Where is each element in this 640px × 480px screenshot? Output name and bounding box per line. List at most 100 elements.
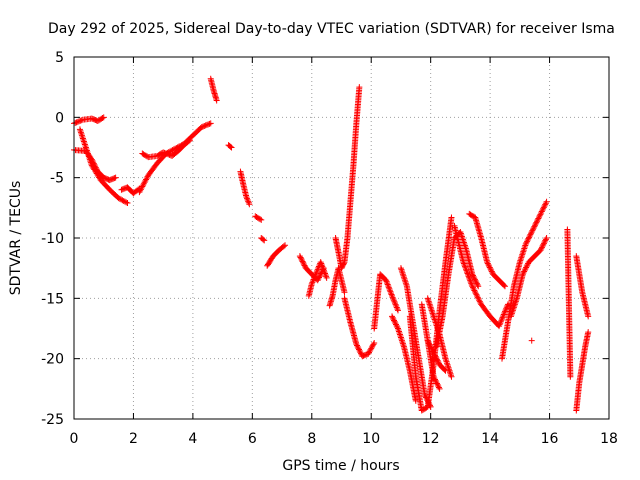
data-point-marker: [384, 281, 391, 288]
data-point-marker: [312, 272, 319, 279]
data-point-marker: [228, 144, 235, 151]
data-point-marker: [366, 348, 373, 355]
data-point-marker: [436, 385, 443, 392]
x-tick-labels: 0 2 4 6 8 10 12 14 16 18: [70, 431, 618, 447]
data-point-marker: [387, 288, 394, 295]
data-point-marker: [497, 320, 504, 327]
data-point-marker: [461, 261, 468, 268]
data-point-marker: [521, 267, 528, 274]
data-point-marker: [538, 208, 545, 215]
data-point-marker: [309, 279, 316, 286]
data-point-marker: [542, 200, 549, 207]
data-point-marker: [541, 202, 548, 209]
data-point-marker: [427, 342, 434, 349]
data-point-marker: [470, 273, 477, 280]
x-tick-label: 18: [600, 431, 618, 447]
series-s17: [341, 295, 378, 360]
data-point-marker: [523, 264, 530, 271]
data-point-marker: [534, 216, 541, 223]
y-tick-label: 5: [55, 50, 64, 66]
data-point-marker: [206, 120, 213, 127]
y-tick-label: -15: [41, 291, 64, 307]
data-point-marker: [500, 282, 507, 289]
data-point-marker: [472, 288, 479, 295]
data-point-marker: [432, 377, 439, 384]
data-point-marker: [74, 118, 81, 125]
data-point-marker: [472, 277, 479, 284]
data-point-marker: [368, 344, 375, 351]
data-point-marker: [525, 235, 532, 242]
data-point-marker: [476, 298, 483, 305]
data-point-marker: [488, 267, 495, 274]
data-point-marker: [430, 349, 437, 356]
data-point-marker: [390, 316, 397, 323]
data-point-marker: [435, 383, 442, 390]
data-point-marker: [392, 300, 398, 307]
y-tick-labels: 5 0 -5 -10 -15 -20 -25: [41, 50, 64, 428]
data-point-marker: [309, 277, 316, 284]
data-point-marker: [431, 350, 438, 357]
data-point-marker: [465, 273, 472, 280]
y-tick-label: -25: [41, 412, 64, 428]
x-tick-label: 4: [188, 431, 197, 447]
data-point-marker: [426, 340, 433, 347]
data-point-marker: [356, 84, 363, 91]
data-point-marker: [434, 381, 441, 388]
data-point-marker: [321, 269, 328, 276]
data-point-marker: [384, 280, 391, 287]
x-tick-label: 0: [70, 431, 79, 447]
data-point-marker: [540, 204, 547, 211]
data-point-marker: [428, 345, 435, 352]
series-s6: [139, 137, 193, 161]
data-point-marker: [499, 315, 505, 322]
data-point-marker: [543, 198, 550, 205]
data-point-marker: [536, 212, 543, 219]
data-point-marker: [354, 342, 361, 349]
data-point-marker: [497, 318, 504, 325]
series-s4: [118, 184, 143, 197]
series-s12: [264, 242, 289, 269]
data-point-marker: [143, 176, 150, 183]
data-point-marker: [100, 114, 107, 121]
data-point-marker: [467, 277, 474, 284]
data-point-marker: [435, 384, 442, 391]
data-point-marker: [500, 312, 507, 319]
data-point-marker: [386, 285, 393, 292]
data-point-marker: [426, 341, 433, 348]
data-point-marker: [137, 187, 144, 194]
x-tick-label: 12: [422, 431, 440, 447]
data-point-marker: [469, 272, 476, 279]
data-point-marker: [391, 318, 398, 325]
series-s24: [424, 337, 449, 374]
data-point-marker: [485, 261, 492, 268]
data-point-marker: [486, 264, 493, 271]
data-point-marker: [394, 307, 401, 314]
data-point-marker: [311, 275, 318, 282]
y-tick-label: -20: [41, 352, 64, 368]
data-point-marker: [367, 346, 374, 353]
data-point-marker: [78, 117, 85, 124]
data-point-marker: [385, 282, 392, 289]
data-point-marker: [433, 379, 440, 386]
data-point-marker: [300, 259, 307, 266]
series-s18: [371, 271, 401, 332]
data-point-marker: [541, 239, 548, 246]
data-point-marker: [522, 241, 529, 248]
data-point-marker: [243, 195, 250, 202]
data-point-marker: [282, 242, 289, 249]
data-point-marker: [473, 291, 480, 298]
data-point-marker: [356, 346, 363, 353]
data-point-marker: [471, 275, 478, 282]
series-s27: [466, 210, 508, 290]
data-point-marker: [393, 303, 400, 310]
data-point-marker: [585, 313, 592, 320]
series-s21: [406, 214, 455, 414]
data-marks: [71, 75, 592, 414]
data-point-marker: [391, 317, 398, 324]
data-point-marker: [538, 209, 545, 216]
data-point-marker: [433, 356, 440, 363]
data-point-marker: [474, 294, 481, 301]
data-point-marker: [170, 146, 177, 153]
data-point-marker: [474, 293, 481, 300]
data-point-marker: [201, 122, 208, 129]
